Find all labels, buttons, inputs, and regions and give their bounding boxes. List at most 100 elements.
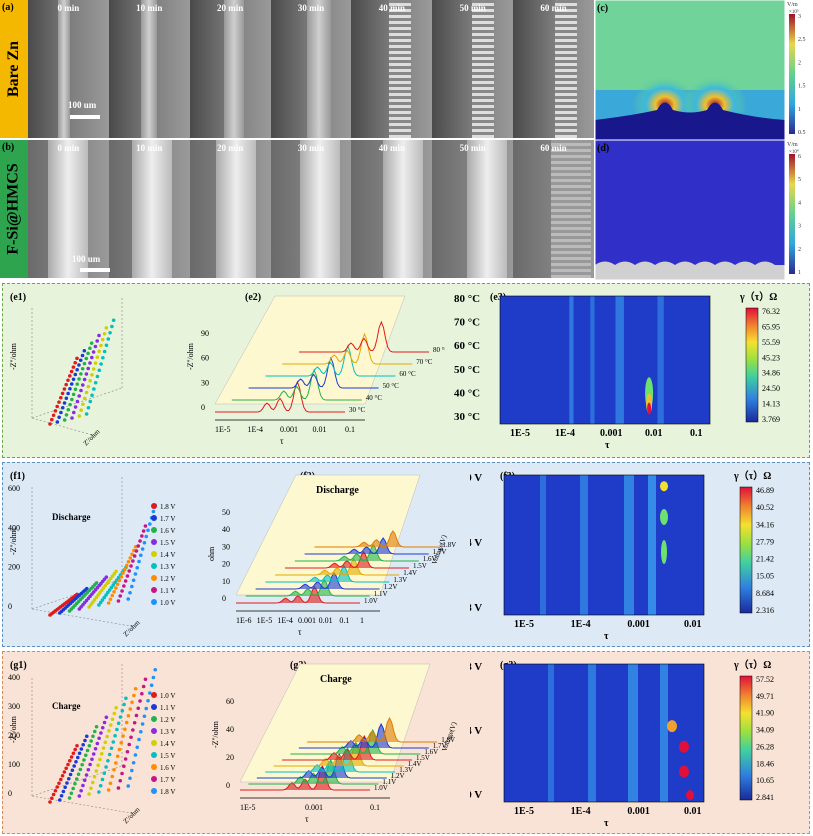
scatter-point <box>55 785 59 789</box>
scatter-point <box>110 593 115 598</box>
colorbar-title: γ（τ）Ω <box>733 469 771 482</box>
legend-label: 1.2 V <box>160 716 175 724</box>
scatter-point <box>74 759 78 764</box>
scatter-point <box>69 382 74 386</box>
scatter-point <box>123 567 127 572</box>
scatter-point <box>107 588 112 592</box>
scatter-point <box>50 796 54 801</box>
electrode-band <box>140 0 157 138</box>
series-label: 1.4V <box>403 569 417 577</box>
x-tick: 1E-5 <box>514 619 534 630</box>
micrograph-row-a: 0 min 10 min 20 min 30 min 40 min 50 min 60 mi… <box>28 0 595 138</box>
scatter-point <box>98 783 103 788</box>
scatter-point <box>92 387 96 391</box>
scatter-point <box>115 727 119 732</box>
scatter-point <box>116 786 121 790</box>
series-label: 1.0V <box>364 597 378 605</box>
scatter-point <box>110 324 114 329</box>
scatter-point <box>75 399 80 404</box>
colorbar-tick: 1.5 <box>798 84 806 90</box>
scatter-point <box>63 785 67 790</box>
scatter-point <box>146 698 150 703</box>
legend-marker <box>151 539 157 545</box>
scatter-point <box>81 383 85 387</box>
scatter-point <box>126 559 131 564</box>
scatter-point <box>106 601 111 605</box>
scatter-point <box>90 373 94 377</box>
heatmap-hotspot <box>679 740 689 753</box>
scatter-point <box>142 540 147 545</box>
electrode-band <box>58 0 70 138</box>
colorbar-tick: 57.52 <box>756 675 774 684</box>
scatter-point <box>86 405 91 410</box>
series-label: 1.8V <box>441 736 455 744</box>
scatter-point <box>77 363 81 367</box>
scatter-point <box>128 707 133 711</box>
scatter-point <box>90 780 95 785</box>
scatter-point <box>133 572 138 576</box>
scatter-point <box>69 369 74 374</box>
scatter-point <box>82 377 87 382</box>
y-tick: 80 °C <box>454 293 480 305</box>
x-axis-label: τ <box>604 631 609 642</box>
scatter-point <box>104 715 109 720</box>
fsi-label: F-Si@HMCS <box>5 163 23 255</box>
scatter-point <box>87 792 91 796</box>
y-tick: 50 <box>222 508 230 517</box>
scatter-point <box>88 762 92 767</box>
scatter-point <box>81 402 85 407</box>
scatter-point <box>100 725 105 730</box>
series-line <box>215 380 345 413</box>
colorbar-tick: 2.5 <box>798 37 806 43</box>
time-label: 40 min <box>378 143 405 153</box>
scatter-point <box>95 374 100 379</box>
electrode-band <box>472 0 495 138</box>
heatmap-band <box>569 296 574 424</box>
chart-title: Discharge <box>52 512 91 522</box>
scatter-point <box>86 351 90 356</box>
chart-e1: (e1) -Z''/ohm Z'/ohm <box>9 292 123 447</box>
colorbar <box>745 307 759 423</box>
scatter-point <box>78 767 83 772</box>
scatter-point <box>104 326 109 330</box>
scatter-point <box>48 422 52 426</box>
scatter-point <box>75 755 80 760</box>
scatter-point <box>51 792 56 797</box>
legend-marker <box>151 527 157 533</box>
scatter-point <box>102 595 107 600</box>
colorbar-title: γ（τ）Ω <box>733 658 771 671</box>
scatter-point <box>73 372 78 377</box>
scatter-point <box>130 584 134 589</box>
micrograph-b-4: 40 min <box>351 140 434 278</box>
scatter-point <box>146 528 150 533</box>
y-tick: 1.4 V <box>470 537 482 549</box>
x-tick: 0.001 <box>305 803 323 812</box>
x-tick: 1E-4 <box>571 806 591 817</box>
scatter-point <box>94 581 99 585</box>
scatter-point <box>131 728 135 732</box>
scatter-point <box>148 522 152 526</box>
heatmap-band <box>624 475 634 615</box>
fsi-sidebar: F-Si@HMCS <box>0 140 28 278</box>
series-label: 1.5V <box>416 754 430 762</box>
scatter-point <box>77 414 82 418</box>
scatter-point <box>59 777 63 782</box>
scatter-point <box>93 361 98 365</box>
colorbar-tick: 10.65 <box>756 776 774 785</box>
series-label: 1.2V <box>384 583 398 591</box>
x-axis-label: τ <box>298 627 302 637</box>
scatter-point <box>88 378 92 383</box>
scatter-point <box>51 413 56 418</box>
scatter-point <box>122 764 126 769</box>
scatter-point <box>140 547 145 551</box>
electrode-band <box>551 140 592 278</box>
x-tick: 1E-5 <box>240 803 256 812</box>
colorbar-tick: 3.769 <box>762 415 780 424</box>
colorbar-tick: 65.95 <box>762 322 780 331</box>
y-tick: 60 °C <box>454 340 480 352</box>
chart-f1: (f1) 600 400 200 0 -Z''/ohm Z'/ohm Discharge 1.8… <box>8 471 175 638</box>
time-label: 0 min <box>57 143 80 153</box>
scatter-point <box>111 583 116 587</box>
colorbar-tick: 18.46 <box>756 759 774 768</box>
scatter-point <box>81 783 85 788</box>
